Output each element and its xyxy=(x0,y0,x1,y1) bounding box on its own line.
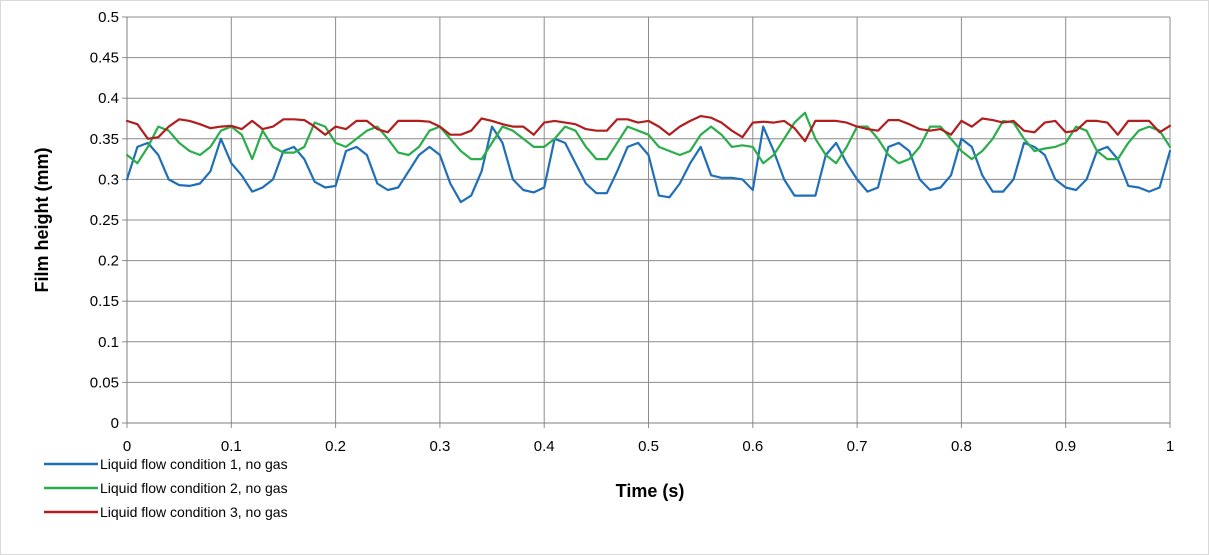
y-tick-label: 0.4 xyxy=(98,90,119,107)
y-axis-title: Film height (mm) xyxy=(32,148,52,293)
legend: Liquid flow condition 1, no gas Liquid fl… xyxy=(44,456,288,520)
y-tick-label: 0 xyxy=(111,415,119,432)
y-tick-label: 0.2 xyxy=(98,253,119,270)
grid-lines xyxy=(122,16,1171,428)
legend-label-3: Liquid flow condition 3, no gas xyxy=(100,504,288,520)
series-line-1 xyxy=(125,125,1172,204)
series-lines xyxy=(125,111,1172,204)
y-tick-label: 0.1 xyxy=(98,334,119,351)
y-tick-label: 0.25 xyxy=(90,212,119,229)
legend-label-2: Liquid flow condition 2, no gas xyxy=(100,480,288,496)
series-line-3 xyxy=(125,114,1172,143)
x-tick-label: 0 xyxy=(123,438,131,455)
x-tick-label: 0.8 xyxy=(951,438,972,455)
legend-label-1: Liquid flow condition 1, no gas xyxy=(100,456,288,472)
x-tick-label: 0.3 xyxy=(429,438,450,455)
tick-labels: 0 0.05 0.1 0.15 0.2 0.25 0.3 0.35 0.4 0.45 0.5 0 0.1… xyxy=(90,9,1174,455)
y-tick-label: 0.15 xyxy=(90,293,119,310)
x-tick-label: 0.9 xyxy=(1055,438,1076,455)
x-tick-label: 0.1 xyxy=(221,438,242,455)
x-tick-label: 0.7 xyxy=(847,438,868,455)
y-tick-label: 0.3 xyxy=(98,171,119,188)
series-line-2 xyxy=(125,111,1172,165)
y-tick-label: 0.45 xyxy=(90,50,119,67)
x-tick-label: 0.4 xyxy=(534,438,555,455)
x-tick-label: 0.2 xyxy=(325,438,346,455)
y-tick-label: 0.05 xyxy=(90,374,119,391)
x-axis-title: Time (s) xyxy=(616,481,685,501)
y-tick-label: 0.5 xyxy=(98,9,119,26)
x-tick-label: 0.6 xyxy=(742,438,763,455)
x-tick-label: 1 xyxy=(1166,438,1174,455)
y-tick-label: 0.35 xyxy=(90,131,119,148)
x-tick-label: 0.5 xyxy=(638,438,659,455)
